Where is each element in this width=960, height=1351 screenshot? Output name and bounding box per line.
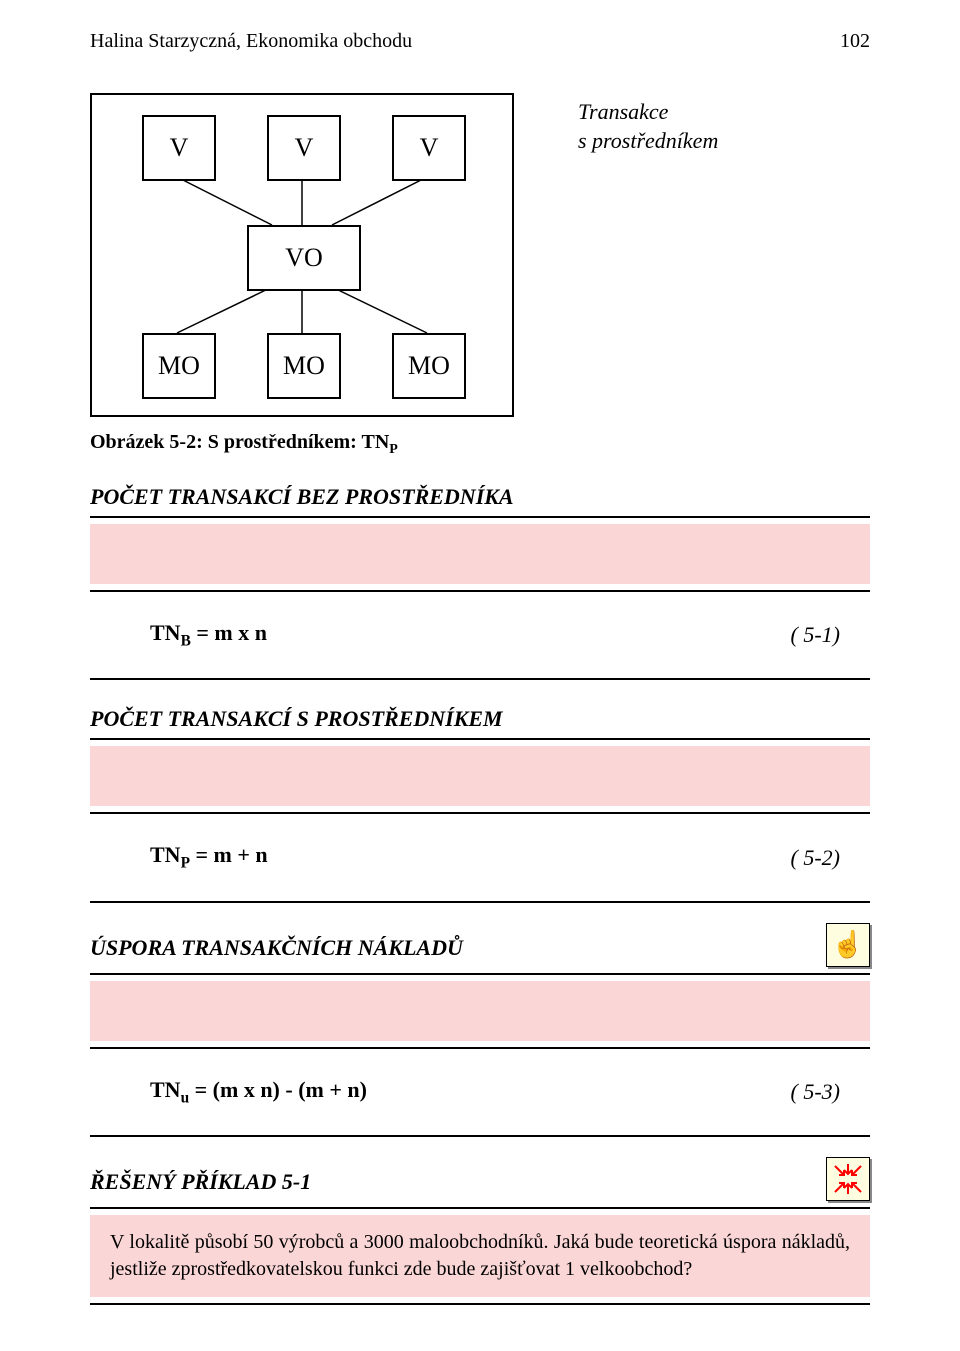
attention-icon: ☝ <box>826 923 870 967</box>
formula-1: TNB = m x n ( 5-1) <box>150 620 840 650</box>
figure-caption-text: Obrázek 5-2: S prostředníkem: TN <box>90 431 389 453</box>
node-label: V <box>295 133 314 163</box>
equation-number: ( 5-3) <box>791 1079 840 1105</box>
formula-pre: TN <box>150 1077 181 1102</box>
node-label: MO <box>283 351 325 381</box>
rule <box>90 1303 870 1305</box>
section-title-2: POČET TRANSAKCÍ S PROSTŘEDNÍKEM <box>90 706 870 732</box>
diagram-caption-line1: Transakce <box>578 98 718 127</box>
formula-text: TNP = m + n <box>150 842 268 872</box>
rule <box>90 516 870 518</box>
node-retailer-3: MO <box>392 333 466 399</box>
rule <box>90 901 870 903</box>
formula-2: TNP = m + n ( 5-2) <box>150 842 840 872</box>
node-label: V <box>170 133 189 163</box>
page: Halina Starzyczná, Ekonomika obchodu 102… <box>0 0 960 1351</box>
example-body: V lokalitě působí 50 výrobců a 3000 malo… <box>90 1215 870 1297</box>
highlight-bar <box>90 746 870 806</box>
figure-caption: Obrázek 5-2: S prostředníkem: TNP <box>90 431 870 458</box>
example-title: ŘEŠENÝ PŘÍKLAD 5-1 <box>90 1169 311 1195</box>
node-wholesaler: VO <box>247 225 361 291</box>
highlight-bar <box>90 524 870 584</box>
page-header: Halina Starzyczná, Ekonomika obchodu 102 <box>90 30 870 53</box>
figure-caption-sub: P <box>389 442 398 457</box>
formula-sub: u <box>181 1089 190 1106</box>
formula-post: = m + n <box>190 842 268 867</box>
formula-text: TNu = (m x n) - (m + n) <box>150 1077 367 1107</box>
node-label: MO <box>158 351 200 381</box>
transaction-diagram: V V V VO MO MO MO <box>90 93 514 417</box>
formula-pre: TN <box>150 620 181 645</box>
node-retailer-2: MO <box>267 333 341 399</box>
rule <box>90 973 870 975</box>
highlight-bar <box>90 981 870 1041</box>
node-producer-3: V <box>392 115 466 181</box>
equation-number: ( 5-2) <box>791 845 840 871</box>
section-title-3-row: ÚSPORA TRANSAKČNÍCH NÁKLADŮ ☝ <box>90 909 870 967</box>
header-page-number: 102 <box>840 30 870 53</box>
formula-sub: B <box>181 632 191 649</box>
diagram-caption-line2: s prostředníkem <box>578 127 718 156</box>
section-title-3: ÚSPORA TRANSAKČNÍCH NÁKLADŮ <box>90 935 463 961</box>
formula-text: TNB = m x n <box>150 620 267 650</box>
node-label: MO <box>408 351 450 381</box>
node-label: VO <box>285 243 323 273</box>
arrows-inward-icon <box>831 1162 865 1196</box>
formula-pre: TN <box>150 842 181 867</box>
formula-post: = (m x n) - (m + n) <box>189 1077 367 1102</box>
rule <box>90 678 870 680</box>
section-title-1: POČET TRANSAKCÍ BEZ PROSTŘEDNÍKA <box>90 484 870 510</box>
diagram-caption: Transakce s prostředníkem <box>578 93 718 155</box>
example-icon <box>826 1157 870 1201</box>
rule <box>90 738 870 740</box>
formula-post: = m x n <box>191 620 267 645</box>
node-retailer-1: MO <box>142 333 216 399</box>
rule <box>90 812 870 814</box>
node-label: V <box>420 133 439 163</box>
pointing-hand-icon: ☝ <box>832 932 864 958</box>
header-left: Halina Starzyczná, Ekonomika obchodu <box>90 30 412 53</box>
formula-3: TNu = (m x n) - (m + n) ( 5-3) <box>150 1077 840 1107</box>
rule <box>90 1207 870 1209</box>
node-producer-2: V <box>267 115 341 181</box>
rule <box>90 1135 870 1137</box>
rule <box>90 590 870 592</box>
diagram-wrap: V V V VO MO MO MO Transakce s prostřední… <box>90 93 870 417</box>
node-producer-1: V <box>142 115 216 181</box>
equation-number: ( 5-1) <box>791 622 840 648</box>
formula-sub: P <box>181 855 190 872</box>
example-title-row: ŘEŠENÝ PŘÍKLAD 5-1 <box>90 1143 870 1201</box>
rule <box>90 1047 870 1049</box>
